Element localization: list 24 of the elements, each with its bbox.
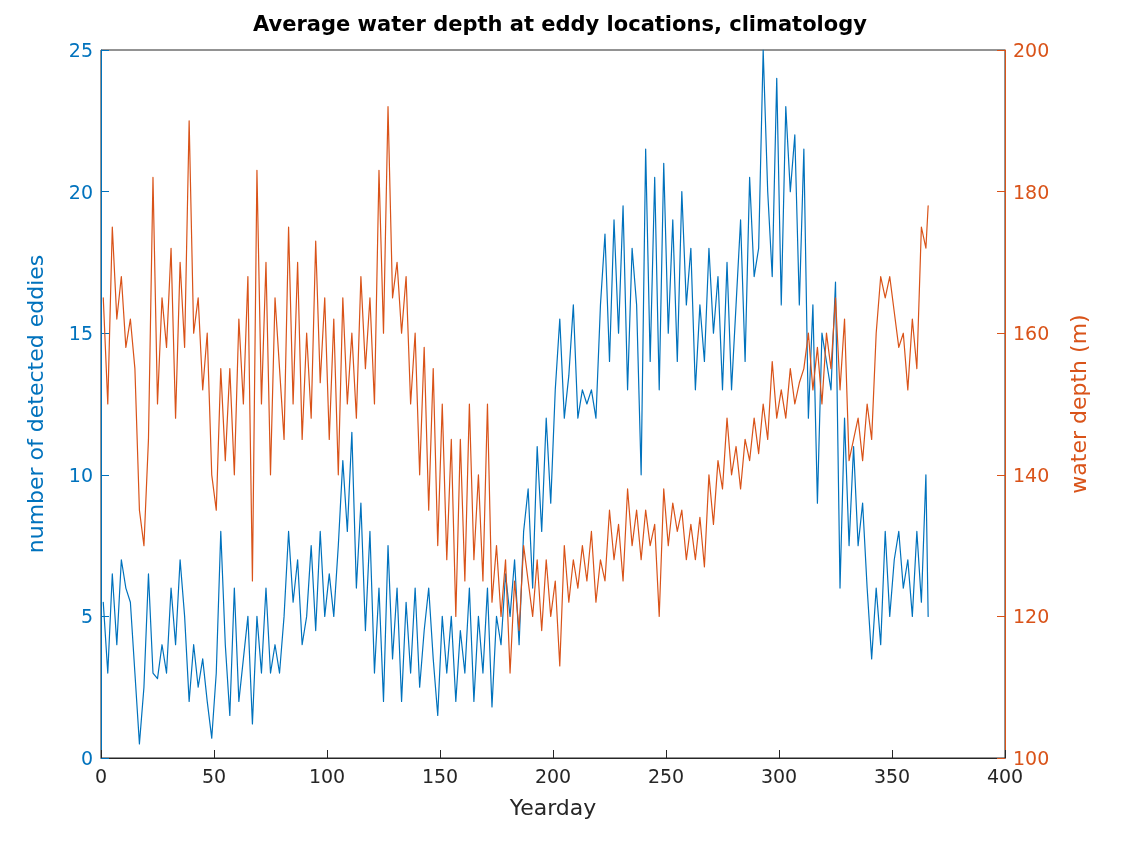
- y-tick-label: 15: [68, 322, 93, 345]
- x-axis-title: Yearday: [508, 794, 597, 820]
- x-tick-label: 300: [760, 764, 798, 787]
- x-tick-label: 250: [647, 764, 685, 787]
- y-tick-label: 5: [80, 605, 93, 628]
- x-tick-label: 150: [421, 764, 459, 787]
- y2-tick-label: 180: [1013, 180, 1050, 203]
- chart-title: Average water depth at eddy locations, climatology: [253, 11, 868, 36]
- y-tick-label: 10: [68, 463, 93, 486]
- y-axis-title: number of detected eddies: [22, 254, 48, 554]
- x-tick-label: 350: [873, 764, 911, 787]
- x-tick-label: 100: [308, 764, 346, 787]
- x-tick-label: 0: [94, 764, 108, 787]
- y2-tick-label: 120: [1013, 605, 1050, 628]
- y2-tick-label: 200: [1013, 39, 1050, 61]
- x-tick-label: 200: [534, 764, 572, 787]
- y-tick-label: 0: [80, 747, 93, 769]
- line-series: [102, 106, 929, 674]
- y-tick-label: 20: [68, 180, 93, 203]
- x-tick-label: 50: [201, 764, 227, 787]
- y2-tick-label: 140: [1013, 463, 1050, 486]
- y-tick-label: 25: [68, 39, 93, 61]
- y2-tick-label: 160: [1013, 322, 1050, 345]
- y2-axis-title: water depth (m): [1065, 314, 1091, 494]
